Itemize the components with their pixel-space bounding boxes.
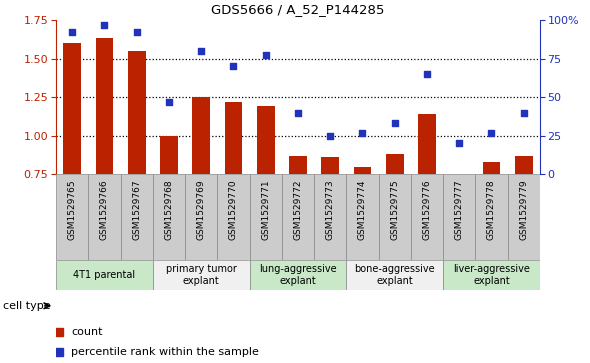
Text: 4T1 parental: 4T1 parental	[73, 270, 136, 280]
Bar	[379, 174, 411, 260]
Bar	[257, 106, 274, 290]
Bar	[515, 156, 533, 290]
Text: GSM1529770: GSM1529770	[229, 179, 238, 240]
Bar	[56, 260, 153, 290]
Bar	[507, 174, 540, 260]
Bar	[450, 177, 468, 290]
Text: GSM1529769: GSM1529769	[196, 179, 206, 240]
Text: GSM1529771: GSM1529771	[261, 179, 270, 240]
Bar	[353, 167, 371, 290]
Text: GSM1529772: GSM1529772	[293, 179, 303, 240]
Bar	[185, 174, 217, 260]
Bar	[96, 38, 113, 290]
Bar	[443, 260, 540, 290]
Text: GSM1529766: GSM1529766	[100, 179, 109, 240]
Bar	[63, 43, 81, 290]
Bar	[443, 174, 476, 260]
Bar	[128, 51, 146, 290]
Text: cell type: cell type	[3, 301, 51, 311]
Text: GSM1529775: GSM1529775	[390, 179, 399, 240]
Text: primary tumor
explant: primary tumor explant	[166, 264, 237, 286]
Point	[196, 48, 206, 54]
Bar	[476, 174, 507, 260]
Bar	[88, 174, 120, 260]
Point	[422, 71, 432, 77]
Bar	[418, 114, 436, 290]
Point	[487, 130, 496, 135]
Bar	[153, 174, 185, 260]
Text: GSM1529768: GSM1529768	[165, 179, 173, 240]
Bar	[322, 157, 339, 290]
Point	[164, 99, 173, 105]
Bar	[225, 102, 242, 290]
Title: GDS5666 / A_52_P144285: GDS5666 / A_52_P144285	[211, 3, 385, 16]
Point	[358, 130, 367, 135]
Text: bone-aggressive
explant: bone-aggressive explant	[355, 264, 435, 286]
Bar	[250, 174, 282, 260]
Text: count: count	[71, 327, 103, 337]
Text: GSM1529765: GSM1529765	[68, 179, 77, 240]
Text: percentile rank within the sample: percentile rank within the sample	[71, 347, 259, 357]
Bar	[160, 136, 178, 290]
Point	[293, 110, 303, 115]
Bar	[314, 174, 346, 260]
Bar	[217, 174, 250, 260]
Bar	[411, 174, 443, 260]
Text: GSM1529777: GSM1529777	[455, 179, 464, 240]
Bar	[56, 174, 88, 260]
Bar	[346, 260, 443, 290]
Bar	[192, 97, 210, 290]
Point	[100, 22, 109, 28]
Text: GSM1529779: GSM1529779	[519, 179, 528, 240]
Text: GSM1529767: GSM1529767	[132, 179, 141, 240]
Point	[261, 53, 270, 58]
Point	[326, 133, 335, 139]
Bar	[346, 174, 379, 260]
Point	[67, 29, 77, 35]
Bar	[120, 174, 153, 260]
Point	[229, 63, 238, 69]
Text: GSM1529778: GSM1529778	[487, 179, 496, 240]
Bar	[282, 174, 314, 260]
Bar	[153, 260, 250, 290]
Text: GSM1529776: GSM1529776	[422, 179, 431, 240]
Bar	[386, 154, 404, 290]
Bar	[483, 162, 500, 290]
Text: lung-aggressive
explant: lung-aggressive explant	[259, 264, 337, 286]
Bar	[250, 260, 346, 290]
Bar	[289, 156, 307, 290]
Point	[390, 121, 399, 126]
Text: GSM1529774: GSM1529774	[358, 179, 367, 240]
Text: GSM1529773: GSM1529773	[326, 179, 335, 240]
Point	[519, 110, 529, 115]
Point	[454, 140, 464, 146]
Text: liver-aggressive
explant: liver-aggressive explant	[453, 264, 530, 286]
Point	[132, 29, 142, 35]
